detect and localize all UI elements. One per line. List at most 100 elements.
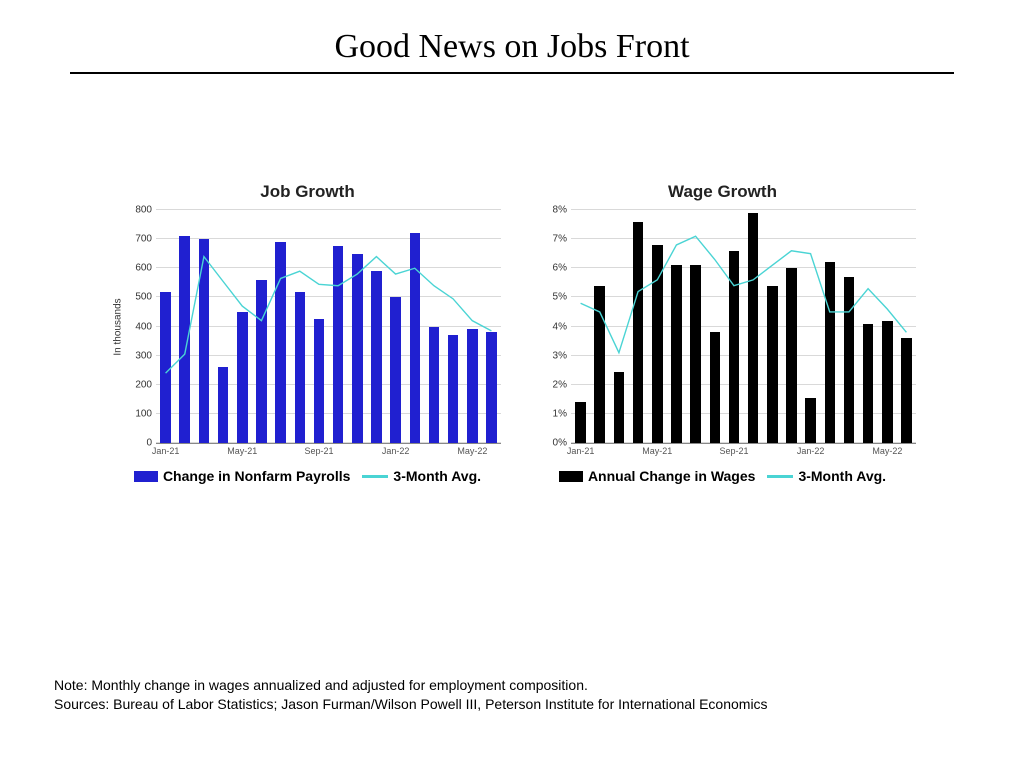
legend-label: 3-Month Avg. [798,468,886,484]
charts-row: Job Growth In thousands 0100200300400500… [110,182,920,462]
bar [614,372,625,443]
chart-body: In thousands 0100200300400500600700800Ja… [110,206,505,462]
title-block: Good News on Jobs Front [70,28,954,74]
y-tick-label: 1% [553,408,571,419]
x-tick-label: Jan-22 [382,443,410,456]
bar [901,338,912,443]
chart-title: Job Growth [110,182,505,202]
bar [352,254,363,443]
legend-item-line: 3-Month Avg. [767,468,886,484]
bar-slot [686,210,705,443]
bar-slot: May-21 [233,210,252,443]
bar-slot [839,210,858,443]
legend-item-line: 3-Month Avg. [362,468,481,484]
bar [218,367,229,443]
bar-slot: Sep-21 [724,210,743,443]
title-rule [70,72,954,74]
bar [371,271,382,443]
bar [594,286,605,443]
bars-container: Jan-21May-21Sep-21Jan-22May-22 [571,210,916,443]
footer: Note: Monthly change in wages annualized… [54,676,970,714]
bar-slot: May-22 [878,210,897,443]
footer-note: Note: Monthly change in wages annualized… [54,676,970,695]
x-tick-label: May-22 [457,443,487,456]
bar [160,292,171,443]
y-tick-label: 500 [135,292,156,303]
y-tick-label: 5% [553,292,571,303]
bar [844,277,855,443]
y-tick-label: 100 [135,408,156,419]
wage-growth-chart: Wage Growth 0%1%2%3%4%5%6%7%8%Jan-21May-… [525,182,920,462]
bar [863,324,874,443]
y-tick-label: 600 [135,263,156,274]
legend-label: 3-Month Avg. [393,468,481,484]
bar-slot [405,210,424,443]
bar-slot: May-21 [648,210,667,443]
bar-slot [424,210,443,443]
bar [429,327,440,444]
bar-slot [214,210,233,443]
x-tick-label: Jan-21 [567,443,595,456]
bar-slot: Jan-21 [156,210,175,443]
bar-slot [290,210,309,443]
bar-slot [367,210,386,443]
bar [633,222,644,443]
bar-slot [482,210,501,443]
plot-area: 0%1%2%3%4%5%6%7%8%Jan-21May-21Sep-21Jan-… [571,210,916,444]
bar [486,332,497,443]
bar [467,329,478,443]
x-tick-label: Jan-22 [797,443,825,456]
bar [729,251,740,443]
bar [333,246,344,443]
page-title: Good News on Jobs Front [70,28,954,72]
bar [710,332,721,443]
bar [275,242,286,443]
bar [179,236,190,443]
x-tick-label: Jan-21 [152,443,180,456]
bar-slot [444,210,463,443]
y-tick-label: 7% [553,234,571,245]
bar-slot [897,210,916,443]
bar [575,402,586,443]
bar-slot [609,210,628,443]
bar-slot [629,210,648,443]
legend-label: Change in Nonfarm Payrolls [163,468,350,484]
chart-body: 0%1%2%3%4%5%6%7%8%Jan-21May-21Sep-21Jan-… [525,206,920,462]
y-tick-label: 6% [553,263,571,274]
bar [652,245,663,443]
x-tick-label: Sep-21 [304,443,333,456]
footer-sources: Sources: Bureau of Labor Statistics; Jas… [54,695,970,714]
bar-slot [252,210,271,443]
bar-slot [329,210,348,443]
bar-slot: May-22 [463,210,482,443]
y-axis-label: In thousands [113,298,124,355]
swatch-bar-icon [559,471,583,482]
job-growth-chart: Job Growth In thousands 0100200300400500… [110,182,505,462]
legend-label: Annual Change in Wages [588,468,756,484]
y-tick-label: 700 [135,234,156,245]
bar-slot: Jan-21 [571,210,590,443]
bar-slot [763,210,782,443]
bar [805,398,816,443]
bar [690,265,701,443]
legend-item-bars: Change in Nonfarm Payrolls [134,468,350,484]
bar-slot [348,210,367,443]
y-tick-label: 2% [553,379,571,390]
bar-slot [820,210,839,443]
bar [448,335,459,443]
bar-slot [271,210,290,443]
x-tick-label: May-21 [227,443,257,456]
bar-slot: Jan-22 [386,210,405,443]
bar-slot [175,210,194,443]
bar [237,312,248,443]
swatch-bar-icon [134,471,158,482]
bar [390,297,401,443]
bar [786,268,797,443]
bar-slot [590,210,609,443]
bar-slot [782,210,801,443]
y-tick-label: 300 [135,350,156,361]
bar-slot [744,210,763,443]
wage-growth-legend: Annual Change in Wages 3-Month Avg. [525,468,920,484]
job-growth-legend: Change in Nonfarm Payrolls 3-Month Avg. [110,468,505,484]
y-tick-label: 4% [553,321,571,332]
